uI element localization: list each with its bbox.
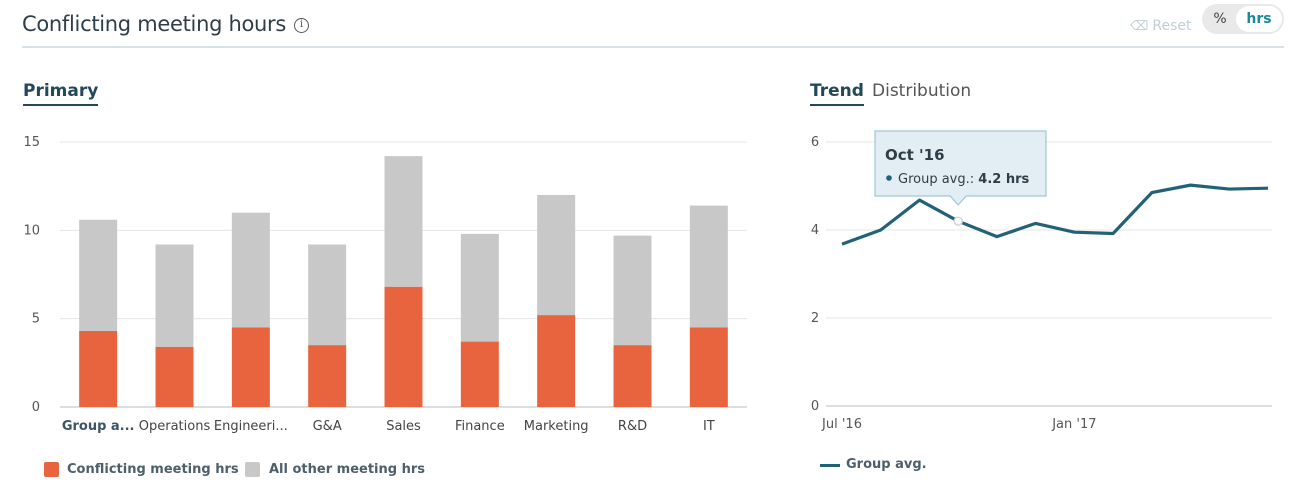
bar-conflicting	[384, 286, 423, 407]
bar-y-tick-label: 0	[32, 400, 40, 415]
trend-hover-point	[953, 216, 963, 226]
bar-other-meeting	[155, 244, 194, 347]
bar-other-meeting	[689, 205, 728, 328]
tooltip-bullet	[886, 175, 892, 181]
header: Conflicting meeting hours i ⌫ Reset % hrs	[22, 0, 1284, 48]
bar-other-meeting	[537, 195, 576, 316]
tab-primary[interactable]: Primary	[23, 81, 99, 106]
toggle-percent[interactable]: %	[1213, 11, 1227, 27]
legend-other[interactable]: All other meeting hrs	[269, 462, 425, 477]
bar-y-tick-label: 15	[23, 135, 40, 150]
bar-conflicting	[537, 315, 576, 407]
bar-category-label[interactable]: IT	[703, 419, 715, 434]
line-y-tick-label: 6	[811, 135, 819, 150]
bar-conflicting	[613, 345, 652, 407]
bar-category-label[interactable]: R&D	[618, 419, 647, 434]
bar-category-label[interactable]: Sales	[386, 419, 421, 434]
bar-other-meeting	[460, 233, 499, 342]
legend-swatch-group-avg	[820, 464, 840, 467]
eraser-icon: ⌫	[1130, 19, 1149, 34]
bar-category-label[interactable]: Group a...	[62, 419, 135, 434]
bar-conflicting	[460, 341, 499, 407]
line-x-tick-label: Jul '16	[821, 417, 862, 432]
line-y-tick-label: 0	[811, 399, 819, 414]
line-y-tick-label: 2	[811, 311, 819, 326]
bar-conflicting	[689, 327, 728, 407]
tooltip-label: Group avg.: 4.2 hrs	[898, 172, 1030, 187]
reset-label: Reset	[1152, 18, 1192, 34]
unit-toggle[interactable]: % hrs	[1202, 4, 1284, 34]
bar-other-meeting	[308, 244, 347, 346]
legend-group-avg[interactable]: Group avg.	[846, 457, 927, 472]
tooltip-value: 4.2 hrs	[978, 172, 1029, 187]
bar-other-meeting	[613, 235, 652, 346]
line-y-tick-label: 4	[811, 223, 819, 238]
page-title: Conflicting meeting hours	[22, 12, 287, 36]
bar-other-meeting	[231, 212, 270, 328]
legend-swatch-other	[245, 462, 260, 477]
tab-trend[interactable]: Trend	[810, 81, 864, 106]
bar-conflicting	[79, 331, 118, 407]
tab-distribution[interactable]: Distribution	[872, 81, 972, 101]
bar-conflicting	[308, 345, 347, 407]
bar-conflicting	[231, 327, 270, 407]
reset-button[interactable]: ⌫ Reset	[1130, 18, 1192, 34]
tooltip-box	[874, 130, 1047, 206]
trend-line-group-avg	[841, 183, 1269, 246]
bar-other-meeting	[79, 219, 118, 332]
bar-category-label[interactable]: G&A	[313, 419, 342, 434]
tooltip-title: Oct '16	[885, 146, 945, 164]
legend-swatch-conflicting	[44, 462, 59, 477]
bar-category-label[interactable]: Engineeri...	[214, 419, 288, 434]
toggle-hours[interactable]: hrs	[1236, 6, 1282, 32]
bar-category-label[interactable]: Finance	[455, 419, 505, 434]
bar-category-label[interactable]: Operations	[139, 419, 211, 434]
line-x-tick-label: Jan '17	[1051, 417, 1096, 432]
bar-y-tick-label: 5	[32, 312, 40, 327]
bar-y-tick-label: 10	[23, 223, 40, 238]
bar-conflicting	[155, 346, 194, 407]
legend-conflicting[interactable]: Conflicting meeting hrs	[67, 462, 239, 477]
bar-category-label[interactable]: Marketing	[524, 419, 589, 434]
bar-other-meeting	[384, 156, 423, 287]
info-icon[interactable]: i	[294, 18, 309, 33]
